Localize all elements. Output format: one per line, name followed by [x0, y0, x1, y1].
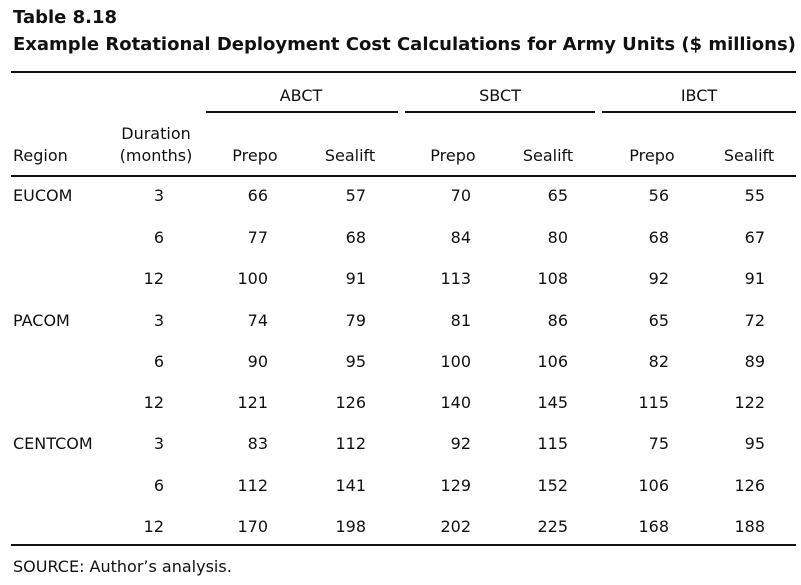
- sbct-prepo-header: Prepo: [430, 146, 476, 165]
- table-title: Example Rotational Deployment Cost Calcu…: [13, 34, 796, 55]
- row-value-cell: 92: [648, 269, 669, 288]
- row-duration: 12: [143, 517, 164, 536]
- row-duration: 12: [143, 269, 164, 288]
- row-value-cell: 152: [537, 476, 568, 495]
- row-value-cell: 68: [345, 228, 366, 247]
- row-value-cell: 67: [744, 228, 765, 247]
- table-label: Table 8.18: [13, 7, 118, 28]
- row-value-cell: 106: [638, 476, 669, 495]
- row-value-cell: 84: [450, 228, 471, 247]
- row-value-cell: 126: [734, 476, 765, 495]
- source-note: SOURCE: Author’s analysis.: [13, 557, 232, 576]
- ibct-prepo-header: Prepo: [629, 146, 675, 165]
- row-duration: 6: [153, 476, 164, 495]
- row-duration: 3: [153, 186, 164, 205]
- row-value-cell: 168: [638, 517, 669, 536]
- row-value-cell: 72: [744, 311, 765, 330]
- bottom-rule: [11, 544, 796, 546]
- row-value-cell: 126: [335, 393, 366, 412]
- row-region: PACOM: [13, 311, 70, 330]
- row-value-cell: 145: [537, 393, 568, 412]
- region-column-header: Region: [13, 146, 68, 165]
- row-value-cell: 74: [247, 311, 268, 330]
- row-value-cell: 202: [440, 517, 471, 536]
- abct-sealift-header: Sealift: [324, 146, 376, 165]
- row-value-cell: 91: [345, 269, 366, 288]
- row-value-cell: 70: [450, 186, 471, 205]
- row-value-cell: 57: [345, 186, 366, 205]
- group-rule-sbct: [405, 111, 595, 113]
- row-value-cell: 113: [440, 269, 471, 288]
- row-region: CENTCOM: [13, 434, 93, 453]
- row-value-cell: 81: [450, 311, 471, 330]
- row-value-cell: 79: [345, 311, 366, 330]
- row-value-cell: 115: [537, 434, 568, 453]
- row-value-cell: 80: [547, 228, 568, 247]
- row-value-cell: 112: [237, 476, 268, 495]
- header-rule: [11, 175, 796, 177]
- row-value-cell: 112: [335, 434, 366, 453]
- row-value-cell: 170: [237, 517, 268, 536]
- row-value-cell: 122: [734, 393, 765, 412]
- row-value-cell: 90: [247, 352, 268, 371]
- row-value-cell: 89: [744, 352, 765, 371]
- top-rule: [11, 71, 796, 73]
- row-duration: 6: [153, 228, 164, 247]
- row-value-cell: 75: [648, 434, 669, 453]
- row-duration: 3: [153, 311, 164, 330]
- group-header-abct: ABCT: [279, 86, 323, 105]
- row-duration: 6: [153, 352, 164, 371]
- group-header-sbct: SBCT: [479, 86, 521, 105]
- row-duration: 3: [153, 434, 164, 453]
- row-value-cell: 95: [345, 352, 366, 371]
- row-value-cell: 108: [537, 269, 568, 288]
- row-region: EUCOM: [13, 186, 73, 205]
- row-value-cell: 56: [648, 186, 669, 205]
- group-rule-abct: [206, 111, 398, 113]
- row-value-cell: 129: [440, 476, 471, 495]
- duration-column-header-line1: Duration: [121, 124, 191, 143]
- abct-prepo-header: Prepo: [232, 146, 278, 165]
- group-header-ibct: IBCT: [680, 86, 718, 105]
- row-value-cell: 91: [744, 269, 765, 288]
- row-value-cell: 100: [440, 352, 471, 371]
- row-value-cell: 65: [547, 186, 568, 205]
- row-value-cell: 65: [648, 311, 669, 330]
- row-value-cell: 115: [638, 393, 669, 412]
- row-value-cell: 68: [648, 228, 669, 247]
- row-value-cell: 55: [744, 186, 765, 205]
- group-rule-ibct: [602, 111, 796, 113]
- row-value-cell: 100: [237, 269, 268, 288]
- row-value-cell: 121: [237, 393, 268, 412]
- row-value-cell: 77: [247, 228, 268, 247]
- sbct-sealift-header: Sealift: [522, 146, 574, 165]
- row-value-cell: 66: [247, 186, 268, 205]
- duration-column-header-line2: (months): [119, 146, 193, 165]
- row-value-cell: 140: [440, 393, 471, 412]
- row-value-cell: 95: [744, 434, 765, 453]
- row-value-cell: 106: [537, 352, 568, 371]
- row-duration: 12: [143, 393, 164, 412]
- ibct-sealift-header: Sealift: [723, 146, 775, 165]
- row-value-cell: 86: [547, 311, 568, 330]
- row-value-cell: 141: [335, 476, 366, 495]
- row-value-cell: 188: [734, 517, 765, 536]
- row-value-cell: 198: [335, 517, 366, 536]
- row-value-cell: 225: [537, 517, 568, 536]
- row-value-cell: 83: [247, 434, 268, 453]
- row-value-cell: 82: [648, 352, 669, 371]
- row-value-cell: 92: [450, 434, 471, 453]
